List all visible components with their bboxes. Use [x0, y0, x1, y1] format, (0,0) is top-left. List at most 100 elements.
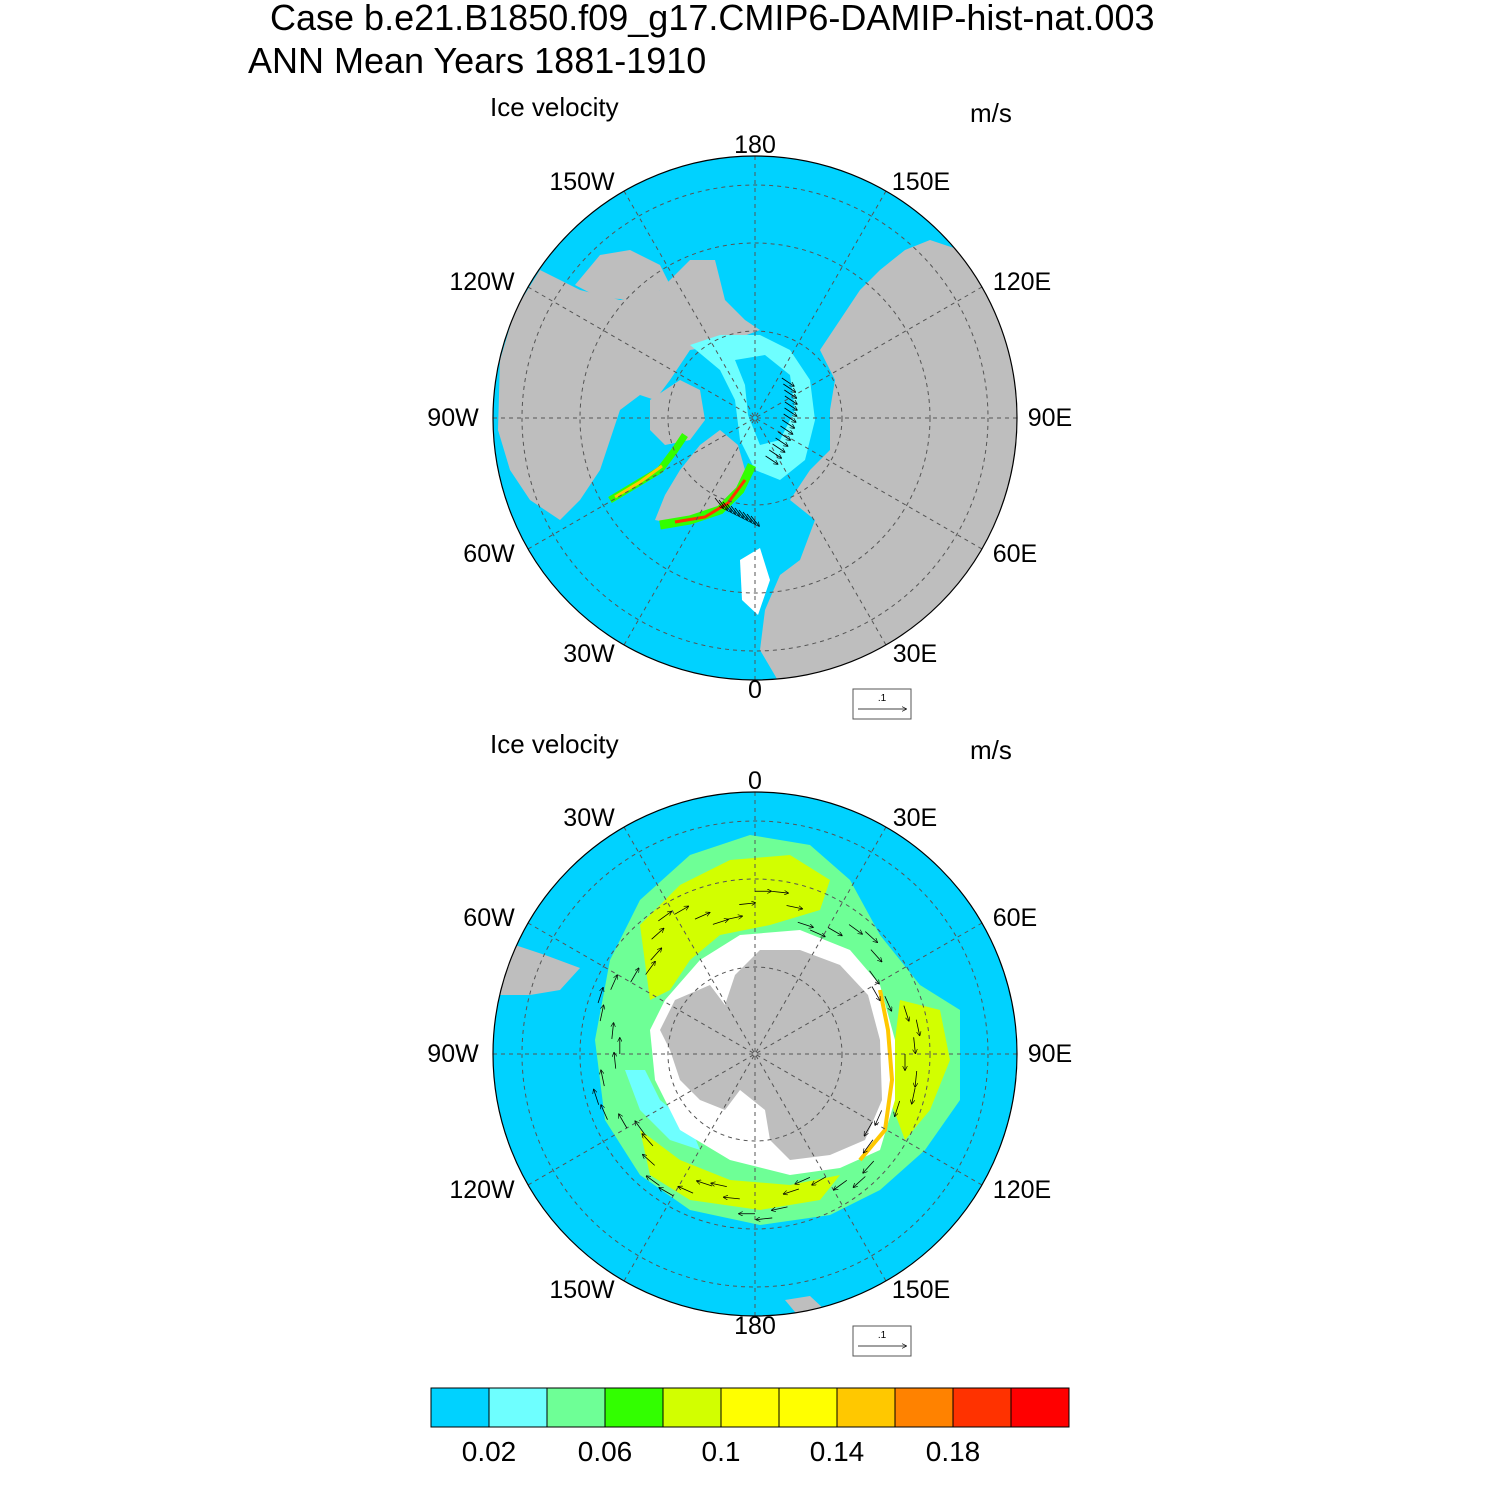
south-polar-map: 0 30E 60E 90E 120E 150E 180 150W 120W 90…: [427, 767, 1072, 1357]
velocity-arrow: [734, 507, 743, 518]
south-panel-units: m/s: [970, 735, 1012, 765]
south-lon-label-30e: 30E: [893, 804, 937, 832]
colorbar-labels: 0.02 0.06 0.1 0.14 0.18: [462, 1436, 981, 1467]
velocity-arrow: [614, 1053, 616, 1069]
south-velocity-vectors: [594, 891, 920, 1219]
velocity-arrow: [884, 996, 892, 1011]
north-reference-vector-label: .1: [878, 693, 887, 704]
velocity-arrow: [635, 1121, 645, 1135]
velocity-arrow: [783, 383, 795, 392]
north-lon-label-60e: 60E: [993, 540, 1037, 568]
south-reference-vector: .1: [852, 1325, 912, 1357]
colorbar-tick-label: 0.18: [926, 1436, 981, 1467]
velocity-arrow: [870, 949, 882, 962]
velocity-arrow: [782, 419, 794, 428]
velocity-arrow: [869, 970, 879, 984]
velocity-arrow: [781, 377, 794, 386]
south-sea-ice-yellow: [640, 855, 830, 1000]
north-land-alaska: [575, 250, 670, 300]
south-lon-label-150e: 150E: [892, 1276, 950, 1304]
velocity-arrow: [895, 1100, 901, 1116]
south-land-antarctica: [660, 950, 882, 1160]
north-lon-label-150e: 150E: [892, 168, 950, 196]
velocity-arrow: [772, 1206, 788, 1210]
velocity-arrow: [678, 1187, 694, 1194]
velocity-arrow: [783, 413, 796, 422]
velocity-arrow: [765, 455, 778, 464]
south-lon-label-90w: 90W: [427, 1040, 479, 1068]
north-stream-baffin-core: [614, 464, 663, 499]
velocity-arrow: [645, 962, 655, 975]
north-lon-label-60w: 60W: [463, 540, 515, 568]
south-lon-label-150w: 150W: [549, 1276, 615, 1304]
velocity-arrow: [784, 389, 796, 398]
colorbar-box: [720, 1387, 780, 1428]
colorbar-tick-label: 0.14: [810, 1436, 865, 1467]
colorbar-box: [836, 1387, 896, 1428]
velocity-arrow: [651, 929, 664, 940]
velocity-arrow: [778, 431, 790, 440]
north-lon-label-180: 180: [734, 131, 776, 159]
velocity-arrow: [601, 1070, 605, 1087]
velocity-arrow: [726, 503, 735, 514]
velocity-arrow: [724, 1197, 740, 1199]
velocity-arrow: [697, 1181, 713, 1187]
north-land-archipelago: [650, 380, 705, 445]
colorbar-box: [488, 1387, 548, 1428]
colorbar: [430, 1387, 1070, 1428]
velocity-arrow: [714, 497, 723, 508]
velocity-arrow: [642, 1134, 654, 1147]
north-lon-label-120e: 120E: [993, 268, 1051, 296]
title-line-1: Case b.e21.B1850.f09_g17.CMIP6-DAMIP-his…: [270, 0, 1155, 38]
velocity-arrow: [722, 501, 731, 512]
south-lon-label-120e: 120E: [993, 1176, 1051, 1204]
colorbar-box: [604, 1387, 664, 1428]
north-lon-label-0: 0: [748, 676, 762, 704]
south-lon-label-0: 0: [748, 767, 762, 795]
velocity-arrow: [865, 931, 877, 943]
north-velocity-vectors: [714, 377, 797, 526]
velocity-arrow: [658, 912, 671, 922]
velocity-arrow: [863, 1160, 875, 1173]
north-lon-label-90e: 90E: [1028, 404, 1072, 432]
velocity-arrow: [647, 1176, 660, 1186]
velocity-arrow: [834, 1180, 848, 1189]
velocity-arrow: [871, 986, 880, 1000]
velocity-arrow: [772, 443, 785, 452]
velocity-arrow: [674, 906, 688, 915]
velocity-arrow: [594, 1090, 600, 1105]
velocity-arrow: [775, 437, 788, 446]
north-lon-label-30e: 30E: [893, 640, 937, 668]
velocity-arrow: [739, 903, 755, 905]
velocity-arrow: [795, 1176, 811, 1184]
south-coastal-fast-ice: [858, 989, 895, 1162]
south-panel-variable: Ice velocity: [490, 729, 619, 759]
velocity-arrow: [730, 505, 739, 516]
south-sea-ice-yellow-ross: [640, 1130, 840, 1210]
velocity-arrow: [610, 975, 618, 990]
velocity-arrow: [914, 1037, 916, 1053]
colorbar-box: [778, 1387, 838, 1428]
velocity-arrow: [718, 499, 727, 510]
velocity-arrow: [599, 1005, 603, 1022]
north-lon-label-150w: 150W: [549, 168, 615, 196]
velocity-arrow: [853, 1176, 866, 1188]
north-lon-label-120w: 120W: [449, 268, 515, 296]
velocity-arrow: [612, 1023, 614, 1039]
south-lon-label-90e: 90E: [1028, 1040, 1072, 1068]
velocity-arrow: [915, 1070, 917, 1087]
north-reference-vector: .1: [852, 688, 912, 720]
velocity-arrow: [875, 1110, 883, 1125]
velocity-arrow: [694, 913, 710, 920]
velocity-arrow: [810, 929, 825, 937]
velocity-arrow: [769, 449, 781, 458]
south-lon-label-60w: 60W: [463, 904, 515, 932]
north-panel-variable: Ice velocity: [490, 92, 619, 122]
velocity-arrow: [784, 407, 797, 416]
north-panel-units: m/s: [970, 98, 1012, 128]
velocity-arrow: [786, 905, 803, 908]
velocity-arrow: [912, 1087, 916, 1104]
colorbar-box: [662, 1387, 722, 1428]
velocity-arrow: [597, 988, 603, 1004]
velocity-arrow: [784, 401, 797, 410]
